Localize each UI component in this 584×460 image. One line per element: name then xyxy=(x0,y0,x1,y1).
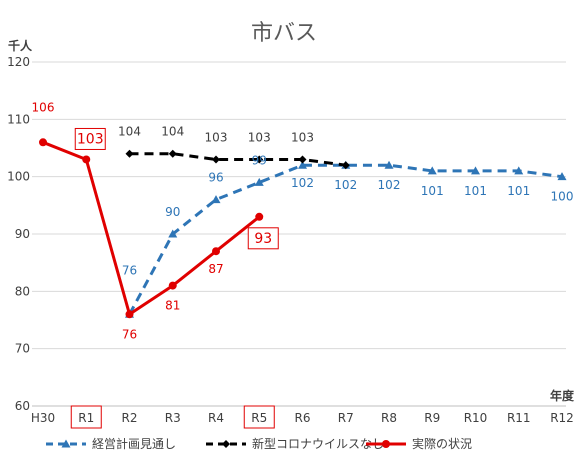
data-point xyxy=(427,166,437,175)
series-layer xyxy=(39,138,567,319)
data-point xyxy=(212,247,220,256)
data-label: 101 xyxy=(421,184,444,198)
x-tick-label: R11 xyxy=(507,411,531,425)
data-point xyxy=(82,155,91,164)
y-tick-label: 80 xyxy=(15,284,30,298)
data-point xyxy=(39,138,47,147)
series-line xyxy=(128,163,563,316)
data-point xyxy=(222,440,230,448)
legend-item: 実際の状況 xyxy=(366,436,472,451)
data-label: 103 xyxy=(205,130,228,144)
data-label: 101 xyxy=(464,184,487,198)
legend-item: 経営計画見通し xyxy=(46,436,176,451)
data-label: 76 xyxy=(122,263,137,277)
label-highlight-box xyxy=(247,227,279,250)
data-point xyxy=(514,166,524,175)
series-line xyxy=(42,140,261,316)
data-label: 90 xyxy=(165,205,180,219)
x-tick-label: R3 xyxy=(165,411,181,425)
y-tick-label: 110 xyxy=(7,112,30,126)
data-label: 100 xyxy=(551,190,574,204)
data-label: 104 xyxy=(118,125,141,139)
legend-label: 実際の状況 xyxy=(412,436,472,451)
data-point xyxy=(298,160,307,169)
data-label: 103 xyxy=(77,131,104,147)
highlight-box xyxy=(243,405,275,429)
data-label: 101 xyxy=(507,184,530,198)
x-tick-label: R2 xyxy=(122,411,138,425)
legend-label: 新型コロナウイルスなし xyxy=(252,436,384,451)
data-label: 106 xyxy=(32,100,55,114)
y-tick-label: 70 xyxy=(15,342,30,356)
legend-label: 経営計画見通し xyxy=(92,436,176,451)
x-tick-label: R12 xyxy=(550,411,574,425)
data-label: 103 xyxy=(291,130,314,144)
data-point xyxy=(298,155,307,164)
x-tick-label: R8 xyxy=(381,411,397,425)
data-label: 93 xyxy=(254,231,272,247)
data-point xyxy=(168,281,177,290)
x-tick-label: R10 xyxy=(464,411,488,425)
x-tick-label: R4 xyxy=(208,411,224,425)
y-axis-unit: 千人 xyxy=(8,38,33,53)
y-tick-label: 120 xyxy=(7,55,30,69)
data-label: 76 xyxy=(122,327,137,341)
data-label: 99 xyxy=(252,153,267,167)
y-tick-label: 100 xyxy=(7,170,30,184)
y-tick-label: 90 xyxy=(15,227,30,241)
data-label: 102 xyxy=(378,178,401,192)
x-tick-label: R7 xyxy=(338,411,354,425)
data-point xyxy=(471,166,480,175)
x-axis: H30 R1 R2 R3 R4 R5 R6 R7 R8 R9 R10 R11 R12 xyxy=(31,405,574,429)
data-point xyxy=(61,439,71,448)
legend-item: 新型コロナウイルスなし xyxy=(206,436,384,451)
data-labels: 76 90 96 99 102 102 102 101 101 101 100 104 104 103 10… xyxy=(32,100,574,341)
data-point xyxy=(384,160,394,169)
series-1 xyxy=(125,149,350,170)
data-point xyxy=(382,440,390,448)
data-point xyxy=(125,310,134,319)
data-point xyxy=(255,212,264,221)
data-label: 102 xyxy=(291,176,314,190)
label-highlight-box xyxy=(74,127,106,150)
data-point xyxy=(168,229,178,238)
x-axis-unit: 年度 xyxy=(550,388,575,403)
series-2 xyxy=(39,138,264,319)
data-point xyxy=(254,177,264,186)
data-label: 104 xyxy=(161,125,184,139)
legend: 経営計画見通し 新型コロナウイルスなし 実際の状況 xyxy=(46,436,472,451)
data-point xyxy=(212,155,220,164)
data-point xyxy=(557,172,567,181)
chart-title: 市バス xyxy=(251,21,317,46)
data-label: 103 xyxy=(248,130,271,144)
data-label: 96 xyxy=(208,171,223,185)
grid xyxy=(32,61,566,407)
x-tick-label: H30 xyxy=(31,411,55,425)
y-tick-label: 60 xyxy=(15,399,30,413)
data-point xyxy=(125,149,134,158)
y-axis: 60 70 80 90 100 110 120 xyxy=(7,55,30,413)
series-line xyxy=(129,152,346,167)
data-label: 102 xyxy=(334,178,357,192)
x-tick-label: R6 xyxy=(295,411,311,425)
x-tick-label: R1 xyxy=(78,411,94,425)
data-label: 87 xyxy=(208,262,223,276)
highlight-box xyxy=(70,405,102,429)
data-label: 81 xyxy=(165,299,180,313)
x-tick-label: R9 xyxy=(424,411,440,425)
data-point xyxy=(168,149,177,158)
data-point xyxy=(211,195,221,204)
data-point xyxy=(255,155,264,164)
data-point xyxy=(341,161,350,170)
x-tick-label: R5 xyxy=(251,411,267,425)
